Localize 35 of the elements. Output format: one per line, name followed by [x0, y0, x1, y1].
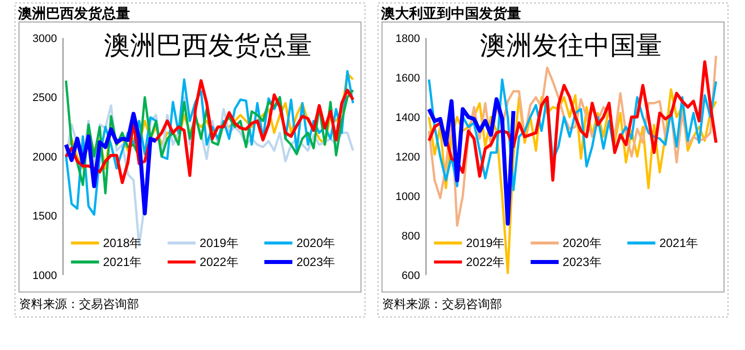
y-tick-label: 1600 [396, 72, 420, 84]
line-series [428, 60, 718, 182]
chart-subtitle: 澳洲发往中国量 [480, 31, 662, 60]
legend-label: 2023年 [562, 255, 602, 270]
legend-label: 2019年 [200, 236, 238, 250]
legend-label: 2019年 [466, 236, 505, 250]
y-tick-label: 1200 [396, 151, 420, 164]
y-tick-label: 1000 [32, 270, 57, 282]
legend-label: 2020年 [296, 236, 336, 250]
line-series [64, 70, 354, 216]
line-series [428, 78, 718, 192]
y-tick-label: 1800 [396, 32, 420, 45]
y-tick-label: 1400 [396, 112, 420, 124]
y-tick-label: 3000 [32, 32, 57, 45]
y-tick-label: 600 [402, 270, 420, 282]
chart-title: 澳洲巴西发货总量 [17, 5, 130, 21]
line-series [64, 112, 158, 216]
chart-title: 澳大利亚到中国发货量 [380, 5, 521, 21]
legend-label: 2022年 [200, 255, 238, 270]
text: 资料来源：交易咨询部 [19, 297, 139, 311]
legend-label: 2022年 [466, 255, 505, 270]
legend-label: 2023年 [296, 255, 336, 270]
y-tick-label: 2000 [32, 151, 57, 164]
chart-subtitle: 澳洲巴西发货总量 [104, 31, 312, 60]
legend-label: 2021年 [659, 236, 698, 250]
y-tick-label: 1500 [32, 210, 57, 223]
legend-label: 2020年 [562, 236, 602, 250]
legend-label: 2021年 [103, 255, 142, 270]
legend-label: 2018年 [103, 236, 142, 250]
line-series [427, 97, 516, 226]
text: 资料来源：交易咨询部 [382, 297, 502, 311]
y-tick-label: 1000 [396, 190, 420, 203]
line-series [428, 88, 718, 274]
y-tick-label: 800 [402, 230, 420, 242]
y-tick-label: 2500 [32, 92, 57, 104]
